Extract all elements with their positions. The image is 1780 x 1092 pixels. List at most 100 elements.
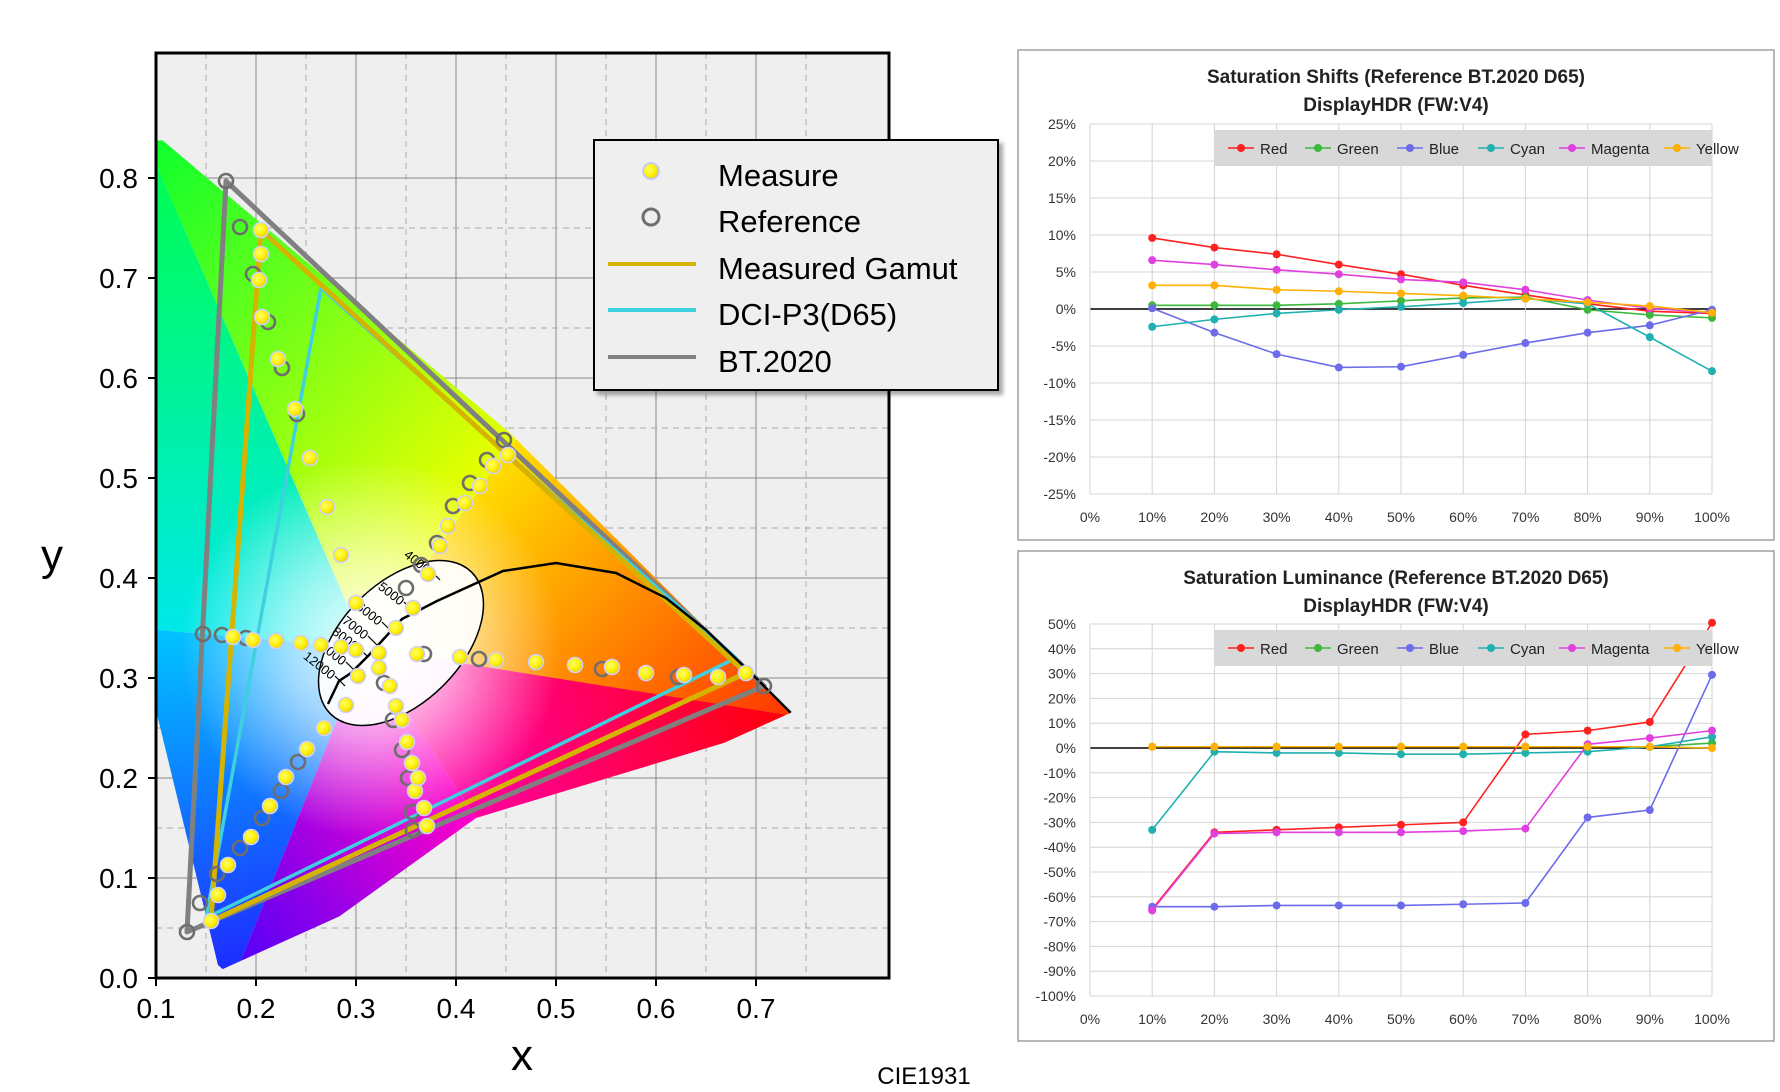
- series-point-green: [1583, 305, 1592, 314]
- lum-chart: Saturation Luminance (Reference BT.2020 …: [1017, 550, 1775, 1042]
- series-point-yellow: [1397, 289, 1405, 298]
- measure-point: [418, 817, 436, 835]
- series-point-green: [1210, 301, 1219, 310]
- y-tick-label: 0%: [1056, 740, 1076, 756]
- series-point-magenta: [1459, 278, 1468, 287]
- legend-label: Green: [1337, 141, 1379, 158]
- y-tick-label: -20%: [1043, 449, 1076, 465]
- legend-label: Blue: [1429, 641, 1459, 658]
- series-line-cyan: [1151, 736, 1713, 831]
- series-point-blue: [1334, 901, 1343, 910]
- y-tick-label: -30%: [1043, 814, 1076, 830]
- x-tick-label: 0%: [1080, 509, 1100, 525]
- series-line-cyan: [1152, 297, 1713, 372]
- series-point-red: [1583, 726, 1592, 735]
- series-point-yellow: [1583, 298, 1592, 307]
- cie-x-tick-label: 0.1: [137, 993, 176, 1024]
- measure-point: [315, 719, 333, 737]
- measure-point: [393, 711, 411, 729]
- cie-x-tick-label: 0.3: [337, 993, 376, 1024]
- x-tick-label: 60%: [1449, 1011, 1477, 1027]
- series-point-blue: [1583, 813, 1592, 822]
- measure-point: [301, 449, 319, 467]
- series-point-red: [1645, 717, 1654, 726]
- cie-y-tick-label: 0.8: [99, 163, 138, 194]
- series-point-yellow: [1148, 281, 1157, 290]
- series-point-magenta: [1210, 829, 1219, 838]
- series-point-magenta: [1521, 285, 1530, 294]
- x-tick-label: 100%: [1694, 509, 1730, 525]
- legend-label: Red: [1260, 141, 1288, 158]
- reference-point: [253, 809, 271, 827]
- x-tick-label: 80%: [1574, 1011, 1602, 1027]
- legend-swatch-marker: [1406, 144, 1414, 152]
- legend-label: Cyan: [1510, 141, 1545, 158]
- series-point-yellow: [1272, 742, 1281, 751]
- reference-point: [495, 431, 513, 449]
- series-point-cyan: [1397, 302, 1405, 311]
- series-point-blue: [1521, 899, 1530, 907]
- legend-label-reference: Reference: [718, 204, 861, 239]
- legend-swatch-marker: [1406, 644, 1414, 652]
- legend-label: Yellow: [1696, 141, 1739, 158]
- series-line-red: [1152, 237, 1713, 315]
- series-point-green: [1397, 296, 1405, 305]
- series-point-red: [1148, 233, 1157, 242]
- x-tick-label: 100%: [1694, 1011, 1730, 1027]
- y-tick-label: -80%: [1043, 938, 1076, 954]
- series-point-magenta: [1272, 828, 1281, 837]
- cie-x-tick-label: 0.4: [437, 993, 476, 1024]
- measure-point: [332, 638, 350, 656]
- series-point-blue: [1148, 304, 1157, 313]
- measure-point: [737, 664, 755, 682]
- legend-swatch-marker: [1568, 644, 1576, 652]
- measure-point: [381, 677, 399, 695]
- y-tick-label: -50%: [1043, 864, 1076, 880]
- series-point-cyan: [1397, 750, 1405, 759]
- reference-point: [208, 865, 226, 883]
- reference-point: [194, 625, 212, 643]
- measure-point: [408, 645, 426, 663]
- series-point-green: [1334, 299, 1343, 308]
- series-point-blue: [1272, 901, 1281, 910]
- legend-label: Magenta: [1591, 641, 1650, 658]
- cie-x-axis-label: x: [511, 1031, 533, 1080]
- measure-point: [252, 245, 270, 263]
- measure-point: [253, 308, 271, 326]
- series-point-magenta: [1272, 265, 1281, 274]
- measure-point: [277, 768, 295, 786]
- shift-chart-subtitle: DisplayHDR (FW:V4): [1303, 95, 1488, 116]
- lum-chart-title: Saturation Luminance (Reference BT.2020 …: [1183, 568, 1609, 589]
- y-tick-label: 20%: [1048, 153, 1076, 169]
- y-tick-label: 10%: [1048, 715, 1076, 731]
- measure-point: [403, 754, 421, 772]
- measure-point: [709, 668, 727, 686]
- legend-label: Blue: [1429, 141, 1459, 158]
- x-tick-label: 80%: [1574, 509, 1602, 525]
- reference-point: [272, 782, 290, 800]
- y-tick-label: 40%: [1048, 641, 1076, 657]
- series-line-green: [1152, 296, 1713, 319]
- y-tick-label: -70%: [1043, 914, 1076, 930]
- series-point-cyan: [1148, 825, 1157, 834]
- measure-point: [566, 656, 584, 674]
- reference-point: [470, 650, 488, 668]
- legend-label: Green: [1337, 641, 1379, 658]
- series-point-yellow: [1583, 742, 1592, 751]
- series-point-magenta: [1148, 906, 1157, 915]
- x-tick-label: 60%: [1449, 509, 1477, 525]
- series-point-yellow: [1210, 281, 1219, 290]
- series-point-cyan: [1334, 305, 1343, 314]
- cie-x-tick-label: 0.7: [737, 993, 776, 1024]
- cie-x-tick-label: 0.5: [537, 993, 576, 1024]
- measure-point: [370, 644, 388, 662]
- measure-point: [451, 648, 469, 666]
- series-point-magenta: [1397, 275, 1405, 284]
- legend-label-measure: Measure: [718, 158, 839, 193]
- series-point-magenta: [1459, 827, 1468, 836]
- series-point-red: [1397, 820, 1405, 829]
- y-tick-label: -40%: [1043, 839, 1076, 855]
- measure-point: [415, 799, 433, 817]
- measure-point: [209, 886, 227, 904]
- series-point-yellow: [1334, 287, 1343, 296]
